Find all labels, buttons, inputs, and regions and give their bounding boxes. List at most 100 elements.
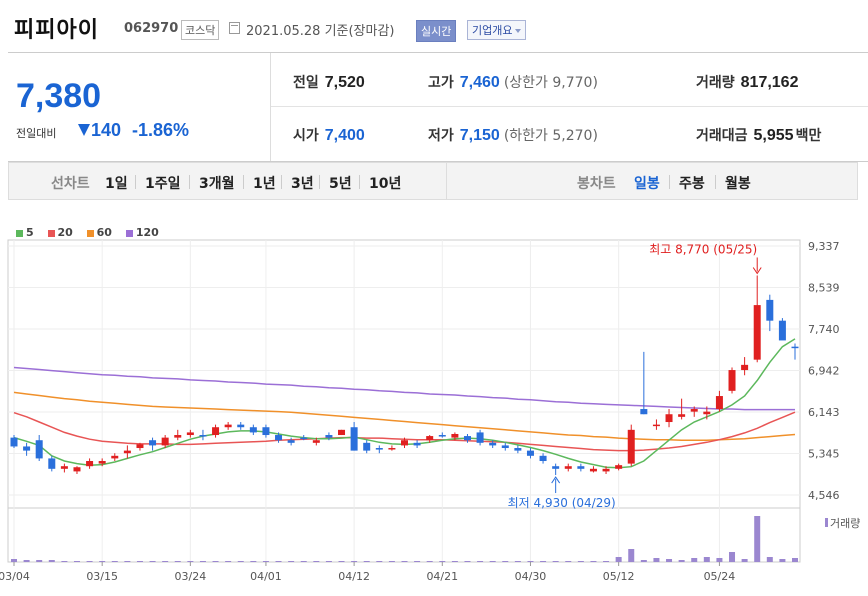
- down-arrow-icon: [78, 124, 90, 136]
- candle: [715, 396, 723, 410]
- candle: [237, 424, 245, 428]
- volume-bar: [376, 561, 383, 562]
- volume-bar: [313, 561, 320, 562]
- tab-daily[interactable]: 일봉: [634, 176, 660, 192]
- tab-1w[interactable]: 1주일: [145, 176, 181, 192]
- volume-bar: [250, 561, 257, 562]
- tab-3y[interactable]: 3년: [291, 176, 314, 192]
- x-tick-label: 04/01: [250, 570, 282, 583]
- ma-legend: 5 20 60 120: [16, 226, 169, 239]
- volume-bar: [23, 560, 30, 562]
- candle: [35, 440, 43, 459]
- tab-weekly[interactable]: 주봉: [679, 176, 705, 192]
- current-price: 7,380: [16, 77, 102, 115]
- candle: [640, 409, 648, 415]
- tab-10y[interactable]: 10년: [369, 176, 402, 192]
- candle: [615, 465, 623, 469]
- stock-header: 피피아이 062970 코스닥 2021.05.28 기준(장마감) 실시간 기…: [0, 0, 868, 52]
- tab-divider: [189, 175, 190, 189]
- tab-divider: [669, 175, 670, 189]
- calendar-icon: [229, 22, 240, 34]
- tab-3m[interactable]: 3개월: [199, 176, 235, 192]
- tab-1d[interactable]: 1일: [105, 176, 128, 192]
- realtime-button[interactable]: 실시간: [416, 20, 457, 42]
- candle: [413, 442, 421, 446]
- volume-bar: [136, 561, 143, 562]
- tab-divider: [135, 175, 136, 189]
- volume-bar: [691, 558, 698, 562]
- volume-bar: [300, 561, 307, 562]
- candle: [526, 450, 534, 456]
- candle: [577, 466, 585, 469]
- tab-monthly[interactable]: 월봉: [725, 176, 751, 192]
- candle: [552, 466, 560, 469]
- candle-chart-label: 봉차트: [577, 176, 616, 192]
- low-arrow-head: [551, 476, 561, 484]
- legend-ma120: 120: [125, 226, 159, 239]
- candle: [224, 424, 232, 428]
- volume-bar: [502, 561, 509, 562]
- volume-bar: [514, 561, 521, 562]
- candle: [451, 433, 459, 438]
- x-tick-label: 03/15: [86, 570, 118, 583]
- candle: [678, 414, 686, 417]
- candle: [388, 448, 396, 450]
- tab-1y[interactable]: 1년: [253, 176, 276, 192]
- volume-bar: [275, 561, 282, 562]
- y-tick-label: 4,546: [808, 489, 840, 502]
- row-divider: [271, 106, 868, 107]
- volume-bar: [162, 561, 169, 562]
- candle: [514, 448, 522, 451]
- volume-bar: [552, 561, 559, 562]
- volume-legend-label: 거래량: [830, 517, 860, 530]
- candle: [60, 466, 68, 469]
- volume-bar: [61, 561, 68, 562]
- volume-bar: [237, 561, 244, 562]
- candle: [363, 442, 371, 451]
- current-price-panel: 7,380 전일대비 140 -1.86%: [8, 53, 271, 161]
- candle: [48, 458, 56, 469]
- volume-bar: [754, 516, 761, 562]
- base-date: 2021.05.28 기준(장마감): [246, 24, 395, 39]
- volume-bar: [36, 560, 43, 562]
- legend-ma5: 5: [16, 226, 34, 239]
- candle: [753, 305, 761, 360]
- volume-bar: [325, 561, 332, 562]
- x-tick-label: 03/04: [0, 570, 30, 583]
- candle: [149, 440, 157, 446]
- y-tick-label: 5,345: [808, 448, 840, 461]
- tab-group-separator: [446, 163, 447, 199]
- volume-bar: [338, 561, 345, 562]
- candle: [539, 455, 547, 462]
- volume-bar: [653, 558, 660, 562]
- tab-5y[interactable]: 5년: [329, 176, 352, 192]
- candle: [501, 445, 509, 449]
- tab-divider: [715, 175, 716, 189]
- candle: [300, 437, 308, 440]
- candle: [325, 435, 333, 438]
- candle: [98, 461, 106, 464]
- volume-bar: [426, 561, 433, 562]
- candle: [778, 320, 786, 341]
- volume-bar: [766, 557, 773, 562]
- volume-bar: [703, 557, 710, 562]
- volume-bar: [351, 561, 358, 562]
- volume-bar: [199, 561, 206, 562]
- company-info-label: 기업개요: [472, 24, 513, 37]
- y-tick-label: 7,740: [808, 323, 840, 336]
- market-badge: 코스닥: [181, 20, 220, 40]
- volume-legend-swatch: [825, 518, 828, 527]
- candle: [262, 427, 270, 436]
- candle: [564, 466, 572, 469]
- candle: [652, 424, 660, 427]
- volume-bar: [225, 561, 232, 562]
- volume-bar: [477, 561, 484, 562]
- company-info-dropdown[interactable]: 기업개요: [467, 20, 527, 40]
- volume-bar: [729, 552, 736, 562]
- volume-bar: [73, 561, 80, 562]
- y-tick-label: 8,539: [808, 282, 840, 295]
- candle: [665, 414, 673, 423]
- volume-bar: [615, 557, 622, 562]
- candle: [186, 432, 194, 436]
